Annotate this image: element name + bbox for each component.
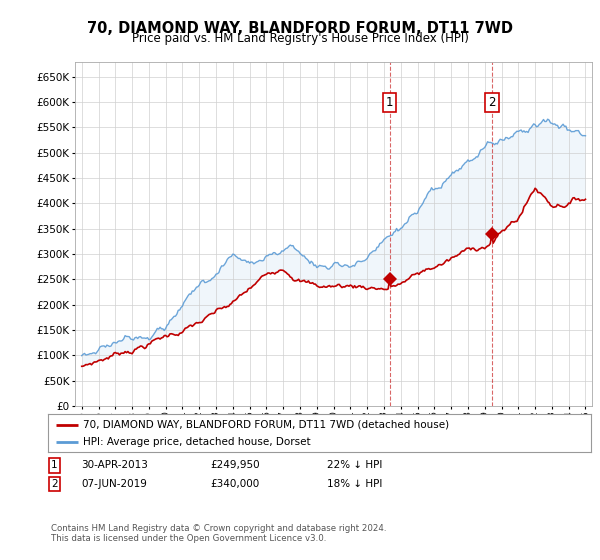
Text: 70, DIAMOND WAY, BLANDFORD FORUM, DT11 7WD: 70, DIAMOND WAY, BLANDFORD FORUM, DT11 7… bbox=[87, 21, 513, 36]
Text: 2: 2 bbox=[51, 479, 58, 489]
Text: 18% ↓ HPI: 18% ↓ HPI bbox=[327, 479, 382, 489]
Text: 22% ↓ HPI: 22% ↓ HPI bbox=[327, 460, 382, 470]
Text: HPI: Average price, detached house, Dorset: HPI: Average price, detached house, Dors… bbox=[83, 437, 311, 447]
Text: Contains HM Land Registry data © Crown copyright and database right 2024.
This d: Contains HM Land Registry data © Crown c… bbox=[51, 524, 386, 543]
Text: 70, DIAMOND WAY, BLANDFORD FORUM, DT11 7WD (detached house): 70, DIAMOND WAY, BLANDFORD FORUM, DT11 7… bbox=[83, 419, 449, 430]
Text: £249,950: £249,950 bbox=[210, 460, 260, 470]
Text: 1: 1 bbox=[51, 460, 58, 470]
Text: 30-APR-2013: 30-APR-2013 bbox=[81, 460, 148, 470]
Text: £340,000: £340,000 bbox=[210, 479, 259, 489]
Text: Price paid vs. HM Land Registry's House Price Index (HPI): Price paid vs. HM Land Registry's House … bbox=[131, 32, 469, 45]
Text: 1: 1 bbox=[386, 96, 393, 109]
Text: 07-JUN-2019: 07-JUN-2019 bbox=[81, 479, 147, 489]
Text: 2: 2 bbox=[488, 96, 496, 109]
